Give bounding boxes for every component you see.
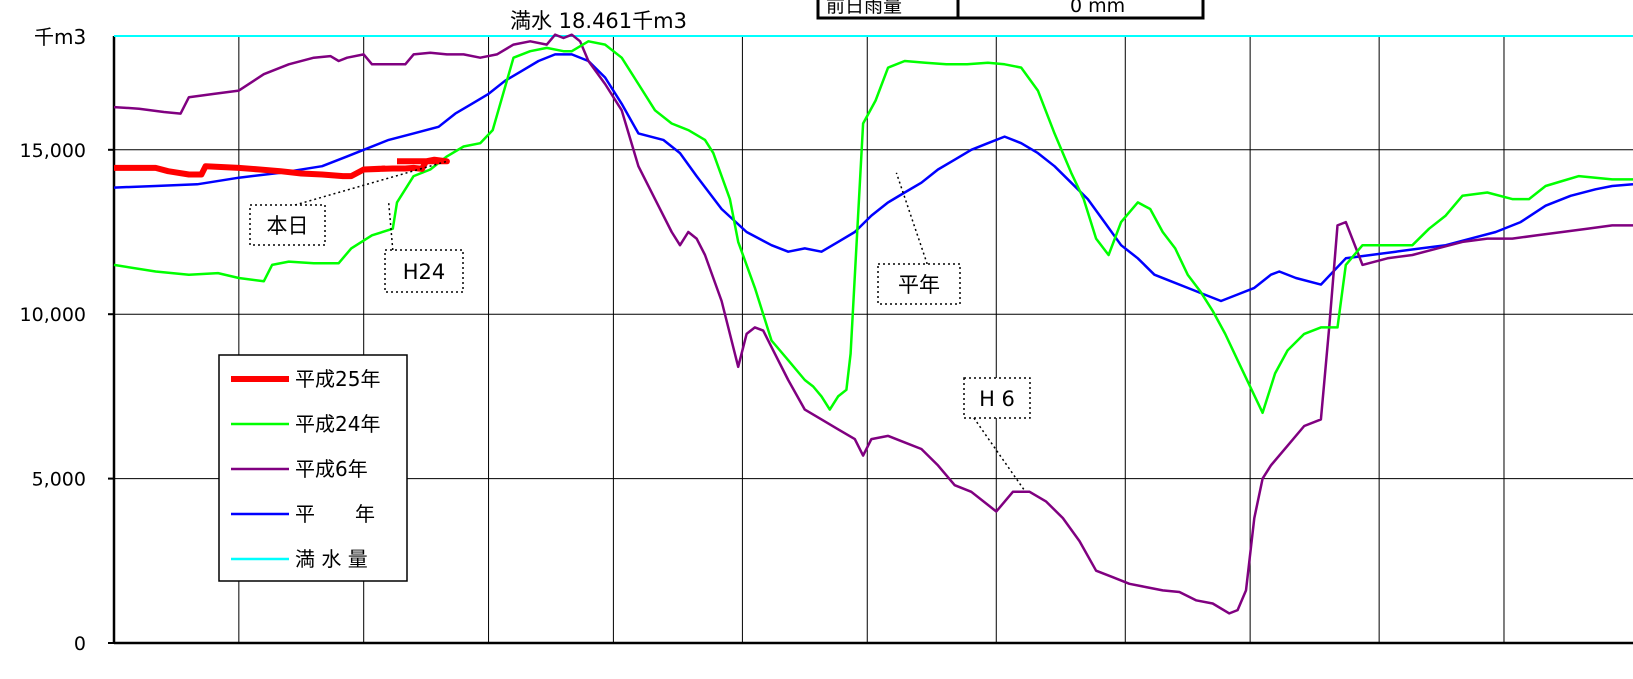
callout-label: H 6 — [979, 387, 1015, 411]
callout-leader — [973, 417, 1027, 493]
y-tick-label: 15,000 — [20, 140, 86, 162]
callout-box — [384, 249, 464, 293]
callout-leader — [294, 160, 448, 206]
y-tick-label: 0 — [74, 633, 86, 655]
callout-label: 平年 — [898, 273, 940, 297]
callout-label: H24 — [403, 260, 446, 284]
callouts: 本日 H24 平年 H 6 — [249, 160, 1031, 493]
legend-label: 平成6年 — [295, 457, 368, 481]
series-line-2 — [113, 33, 1633, 615]
chart-title: 満水 18.461千m3 — [510, 9, 687, 33]
callout-box — [963, 377, 1031, 419]
y-tick-label: 10,000 — [20, 304, 86, 326]
y-tick-label: 5,000 — [32, 469, 86, 491]
rainfall-box: 前日雨量 0 mm — [816, 0, 1205, 20]
legend-label: 平成25年 — [295, 367, 380, 391]
callout-label: 本日 — [267, 214, 309, 238]
series-line-3 — [113, 53, 1633, 303]
legend-label: 平 年 — [295, 502, 375, 526]
rainfall-value: 0 mm — [1070, 0, 1125, 17]
y-axis-unit: 千m3 — [34, 25, 86, 49]
callout-box — [877, 263, 961, 305]
y-tick-labels: 0 5,000 10,000 15,000 — [20, 140, 114, 655]
callout-box — [249, 204, 326, 246]
series-line-0 — [114, 156, 450, 180]
callout-leader — [895, 172, 928, 265]
legend-label: 満 水 量 — [295, 547, 368, 571]
legend-label: 平成24年 — [295, 412, 380, 436]
series-layer — [113, 33, 1633, 615]
rainfall-label: 前日雨量 — [826, 0, 902, 17]
